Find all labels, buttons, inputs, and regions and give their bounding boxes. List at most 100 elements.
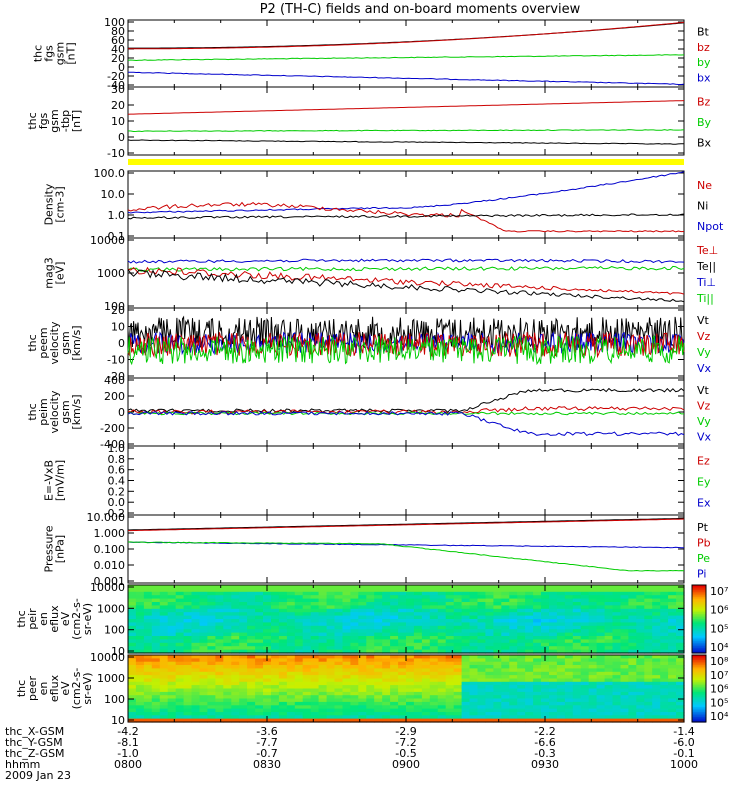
spec-cell bbox=[271, 658, 280, 663]
spec-cell bbox=[334, 608, 343, 613]
spec-cell bbox=[318, 688, 328, 693]
spec-cell bbox=[207, 585, 216, 589]
spec-cell bbox=[358, 718, 367, 723]
spec-cell bbox=[151, 698, 161, 703]
colorbar-elec-spec bbox=[691, 654, 707, 723]
spec-cell bbox=[604, 632, 614, 637]
spec-cell bbox=[556, 688, 566, 693]
spec-cell bbox=[390, 708, 399, 713]
spec-cell bbox=[215, 655, 224, 659]
spec-cell bbox=[159, 712, 169, 716]
spec-cell bbox=[406, 681, 415, 686]
colorbar-cell bbox=[692, 686, 706, 690]
legend-Vx: Vx bbox=[697, 362, 712, 375]
spec-cell bbox=[549, 632, 558, 637]
spec-cell bbox=[342, 665, 351, 669]
spec-cell bbox=[326, 715, 336, 720]
spec-cell bbox=[398, 639, 407, 644]
spec-cell bbox=[382, 649, 391, 654]
spec-cell bbox=[255, 646, 264, 651]
spec-cell bbox=[501, 655, 510, 659]
spec-cell bbox=[151, 619, 161, 623]
spec-cell bbox=[390, 646, 399, 651]
spec-cell bbox=[453, 658, 463, 663]
spec-cell bbox=[310, 649, 320, 654]
spec-cell bbox=[556, 615, 566, 620]
spec-cell bbox=[374, 642, 383, 647]
spec-cell bbox=[175, 588, 185, 593]
spec-cell bbox=[652, 675, 661, 680]
spec-cell bbox=[374, 612, 383, 617]
spec-cell bbox=[461, 671, 471, 676]
spec-cell bbox=[271, 705, 280, 710]
spec-cell bbox=[223, 615, 232, 620]
spec-cell bbox=[255, 622, 264, 627]
spec-cell bbox=[533, 668, 542, 673]
spec-cell bbox=[215, 678, 224, 683]
spec-cell bbox=[604, 701, 614, 706]
spec-cell bbox=[628, 646, 637, 651]
spec-cell bbox=[159, 605, 169, 610]
series-velocity-e-Vy bbox=[127, 334, 685, 366]
spec-cell bbox=[199, 698, 208, 703]
spec-cell bbox=[215, 615, 224, 620]
spec-cell bbox=[350, 639, 359, 644]
spec-cell bbox=[445, 701, 455, 706]
spec-cell bbox=[676, 688, 685, 693]
spec-cell bbox=[151, 715, 161, 720]
spec-cell bbox=[350, 591, 359, 596]
spec-cell bbox=[429, 649, 439, 654]
spec-cell bbox=[453, 681, 463, 686]
spec-cell bbox=[604, 718, 614, 723]
spec-cell bbox=[628, 695, 637, 700]
spec-cell bbox=[525, 661, 534, 666]
spec-cell bbox=[644, 675, 653, 680]
spec-cell bbox=[580, 678, 590, 683]
spec-cell bbox=[175, 639, 185, 644]
y-axis-label: eV bbox=[59, 681, 72, 696]
spec-cell bbox=[358, 629, 367, 634]
spec-cell bbox=[628, 655, 637, 659]
spec-cell bbox=[549, 708, 558, 713]
spec-cell bbox=[461, 695, 471, 700]
spec-cell bbox=[223, 675, 232, 680]
y-axis-label: en bbox=[37, 612, 50, 626]
spec-cell bbox=[390, 715, 399, 720]
spec-cell bbox=[167, 585, 177, 589]
spec-cell bbox=[501, 688, 510, 693]
spec-cell bbox=[143, 625, 153, 630]
spec-cell bbox=[374, 588, 383, 593]
spec-cell bbox=[413, 681, 423, 686]
spec-cell bbox=[564, 685, 574, 690]
y-axis-label: gsm bbox=[48, 109, 61, 132]
spec-cell bbox=[668, 602, 677, 606]
spec-cell bbox=[525, 632, 534, 637]
spec-cell bbox=[128, 619, 137, 623]
spec-cell bbox=[549, 685, 558, 690]
spec-cell bbox=[382, 636, 391, 640]
yellow-flag-bar bbox=[128, 159, 684, 165]
spec-cell bbox=[509, 608, 518, 613]
spec-cell bbox=[556, 639, 566, 644]
spec-cell bbox=[326, 671, 336, 676]
spec-cell bbox=[469, 701, 478, 706]
spec-cell bbox=[374, 619, 383, 623]
y-tick-label: 10 bbox=[111, 321, 125, 334]
spec-cell bbox=[278, 642, 288, 647]
spec-cell bbox=[612, 642, 621, 647]
spec-cell bbox=[310, 598, 320, 603]
spec-cell bbox=[469, 681, 478, 686]
spec-cell bbox=[668, 708, 677, 713]
spec-cell bbox=[286, 655, 296, 659]
spec-cell bbox=[493, 712, 502, 716]
spec-cell bbox=[231, 625, 240, 630]
spec-cell bbox=[207, 712, 216, 716]
spec-cell bbox=[271, 691, 280, 696]
spec-cell bbox=[167, 718, 177, 723]
spec-cell bbox=[278, 691, 288, 696]
spec-cell bbox=[556, 588, 566, 593]
spec-cell bbox=[255, 612, 264, 617]
spec-cell bbox=[533, 629, 542, 634]
spec-cell bbox=[302, 678, 312, 683]
spec-cell bbox=[231, 665, 240, 669]
